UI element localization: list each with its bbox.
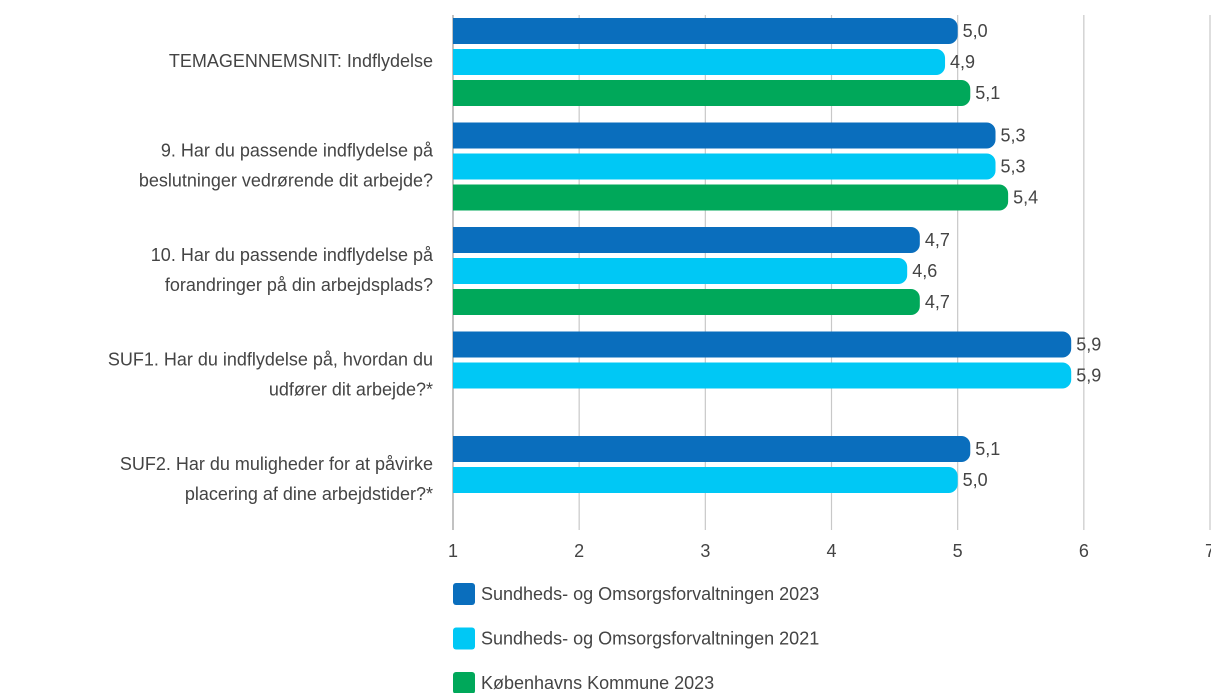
value-label: 5,0 [963,21,988,41]
x-tick-label: 2 [574,541,584,561]
legend-swatch [453,672,475,693]
x-tick-label: 3 [700,541,710,561]
bar [453,184,1009,211]
value-label: 4,7 [925,230,950,250]
bar [453,362,1072,389]
bar-base [453,362,465,389]
bar-base [453,184,465,211]
value-label: 5,1 [975,83,1000,103]
category-label: SUF2. Har du muligheder for at påvirke pl… [120,454,433,504]
x-tick-label: 5 [953,541,963,561]
x-tick-label: 1 [448,541,458,561]
legend-swatch [453,627,475,650]
bar-base [453,258,465,284]
x-tick-label: 4 [826,541,836,561]
bar-base [453,153,465,180]
bar [453,289,920,315]
category-label: 10. Har du passende indflydelse på forand… [151,245,434,295]
legend-label: Sundheds- og Omsorgsforvaltningen 2021 [481,628,819,648]
bar-base [453,49,465,75]
category-label: 9. Har du passende indflydelse på beslutn… [139,140,434,190]
category-label: SUF1. Har du indflydelse på, hvordan du u… [108,349,433,399]
category-line: SUF2. Har du muligheder for at påvirke [120,454,433,474]
bar-base [453,227,465,253]
value-label: 5,4 [1013,187,1038,207]
bar [453,331,1072,358]
category-line: placering af dine arbejdstider?* [185,484,433,504]
bar [453,49,946,75]
bar [453,227,920,253]
category-line: 10. Har du passende indflydelse på [151,245,434,265]
bar [453,467,958,493]
x-tick-label: 6 [1079,541,1089,561]
value-label: 5,9 [1076,334,1101,354]
bar [453,258,908,284]
bar-base [453,467,465,493]
bar [453,80,971,106]
category-line: udfører dit arbejde?* [269,379,433,399]
bar-base [453,122,465,149]
legend-label: Sundheds- og Omsorgsforvaltningen 2023 [481,584,819,604]
bar-base [453,289,465,315]
bar [453,122,996,149]
bar [453,18,958,44]
bar [453,436,971,462]
value-label: 5,0 [963,470,988,490]
bar-base [453,331,465,358]
category-line: 9. Har du passende indflydelse på [161,140,434,160]
bar-base [453,18,465,44]
value-label: 5,3 [1001,125,1026,145]
x-tick-label: 7 [1205,541,1211,561]
bar [453,153,996,180]
bar-base [453,80,465,106]
value-label: 5,9 [1076,365,1101,385]
category-label: TEMAGENNEMSNIT: Indflydelse [169,51,433,71]
category-line: SUF1. Har du indflydelse på, hvordan du [108,349,433,369]
value-label: 5,3 [1001,156,1026,176]
category-line: TEMAGENNEMSNIT: Indflydelse [169,51,433,71]
value-label: 4,9 [950,52,975,72]
legend-label: Københavns Kommune 2023 [481,673,714,693]
value-label: 4,6 [912,261,937,281]
category-line: beslutninger vedrørende dit arbejde? [139,170,433,190]
bar-base [453,436,465,462]
category-line: forandringer på din arbejdsplads? [165,275,433,295]
legend-swatch [453,583,475,605]
value-label: 4,7 [925,292,950,312]
value-label: 5,1 [975,439,1000,459]
